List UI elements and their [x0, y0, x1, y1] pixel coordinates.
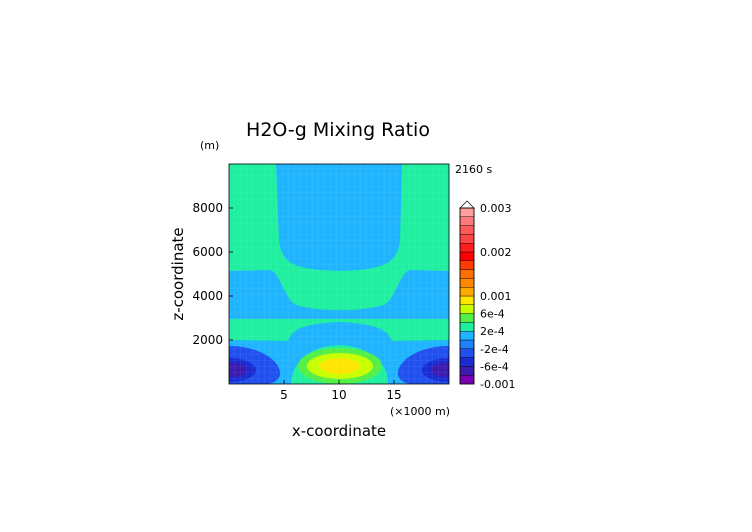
colorbar-swatch	[459, 207, 475, 218]
x-tick-label: 15	[386, 388, 401, 402]
colorbar-label: 0.002	[480, 246, 512, 259]
colorbar-label: 0.003	[480, 202, 512, 215]
colorbar-label: -0.001	[480, 378, 515, 391]
x-unit-label: (×1000 m)	[390, 405, 450, 418]
colorbar-swatch	[459, 278, 475, 288]
time-label: 2160 s	[455, 163, 492, 176]
colorbar-swatch	[459, 304, 475, 314]
colorbar-swatch	[459, 287, 475, 297]
colorbar-label: 0.001	[480, 290, 512, 303]
x-axis-label: x-coordinate	[292, 422, 386, 440]
colorbar-swatch	[459, 313, 475, 323]
colorbar-swatch	[459, 242, 475, 253]
colorbar-overflow-arrow	[459, 200, 475, 209]
y-tick-label: 8000	[192, 201, 223, 215]
colorbar-swatch	[459, 357, 475, 367]
colorbar-swatch	[459, 225, 475, 235]
colorbar-frame	[459, 207, 475, 385]
y-axis-ticks: 2000 4000 6000 8000	[192, 201, 233, 347]
y-tick-label: 6000	[192, 245, 223, 259]
colorbar-label: 2e-4	[480, 325, 505, 338]
y-tick-label: 4000	[192, 289, 223, 303]
y-axis-label: z-coordinate	[169, 227, 187, 320]
colorbar-label: -6e-4	[480, 360, 509, 373]
x-tick-label: 10	[331, 388, 346, 402]
colorbar-swatch	[459, 375, 475, 385]
colorbar-swatch	[459, 251, 475, 262]
x-axis-ticks: 5 10 15	[280, 380, 402, 402]
grid-overlay	[229, 164, 449, 384]
colorbar-label: 6e-4	[480, 308, 505, 321]
colorbar-swatch	[459, 348, 475, 358]
y-unit-label: (m)	[200, 139, 219, 152]
contour-field	[229, 164, 449, 384]
colorbar-swatch	[459, 322, 475, 332]
chart-title: H2O-g Mixing Ratio	[246, 119, 430, 141]
colorbar-swatch	[459, 234, 475, 244]
colorbar: 0.003 0.002 0.001 6e-4 2e-4 -2e-4 -6e-4 -0.001	[459, 200, 515, 391]
y-tick-label: 2000	[192, 333, 223, 347]
colorbar-swatch	[459, 216, 475, 226]
colorbar-swatch	[459, 269, 475, 279]
colorbar-swatch	[459, 260, 475, 270]
x-tick-label: 5	[280, 388, 288, 402]
colorbar-swatch	[459, 295, 475, 306]
colorbar-swatch	[459, 339, 475, 350]
colorbar-swatch	[459, 331, 475, 341]
colorbar-swatch	[459, 366, 475, 376]
colorbar-label: -2e-4	[480, 343, 509, 356]
